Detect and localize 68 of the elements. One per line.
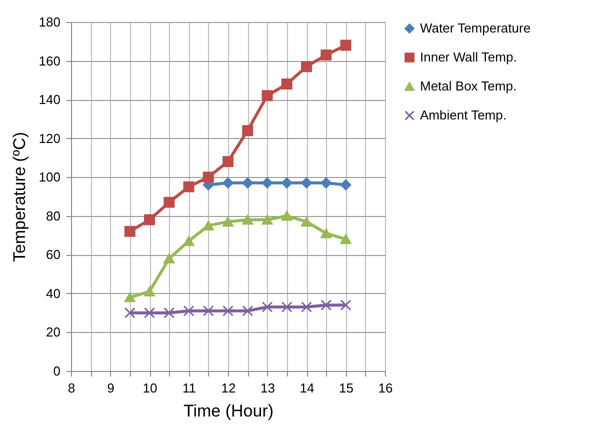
point	[124, 226, 136, 237]
point	[320, 49, 332, 60]
point	[281, 177, 292, 188]
y-tick-label: 180	[38, 14, 60, 30]
point	[144, 214, 155, 226]
point	[320, 177, 332, 188]
y-tick-label: 40	[46, 286, 60, 301]
x-tick-label: 13	[260, 380, 275, 396]
y-tick-label: 160	[38, 53, 60, 68]
point	[242, 305, 254, 316]
point	[124, 292, 136, 302]
point	[222, 177, 234, 188]
x-tick-label: 12	[221, 380, 236, 396]
x-tick-label: 11	[182, 380, 196, 396]
point	[340, 179, 352, 190]
point	[222, 156, 234, 168]
point	[301, 61, 312, 72]
point	[301, 216, 312, 227]
y-tick-label: 80	[46, 208, 60, 224]
point	[340, 40, 352, 51]
point	[202, 305, 214, 316]
point	[183, 181, 194, 192]
x-tick-label: 8	[68, 380, 76, 396]
legend-label: Ambient Temp.	[420, 108, 506, 122]
y-tick-label: 20	[46, 324, 60, 340]
point	[262, 302, 273, 313]
point	[164, 254, 175, 264]
y-axis-title: Temperature (ºC)	[10, 132, 29, 262]
point	[222, 216, 234, 227]
point	[320, 228, 332, 238]
x-tick-label: 10	[142, 380, 158, 396]
y-tick-label: 0	[53, 364, 60, 378]
point	[242, 214, 254, 225]
point	[262, 90, 273, 102]
y-tick-label: 140	[38, 92, 60, 108]
point	[202, 220, 214, 230]
legend-label: Metal Box Temp.	[420, 78, 517, 94]
x-tick-label: 15	[339, 380, 354, 396]
point	[222, 305, 234, 316]
point	[281, 78, 292, 90]
point	[124, 307, 136, 318]
point	[281, 302, 292, 313]
point	[262, 214, 273, 225]
point	[183, 305, 194, 316]
x-tick-label: 14	[300, 380, 314, 396]
point	[301, 177, 312, 188]
point	[144, 307, 155, 318]
point	[320, 300, 332, 311]
y-tick-label: 60	[46, 247, 60, 262]
y-tick-label: 120	[38, 130, 60, 146]
x-axis-title: Time (Hour)	[183, 402, 274, 420]
point	[144, 286, 155, 296]
y-tick-label: 100	[38, 170, 60, 185]
point	[164, 196, 175, 208]
point	[242, 177, 254, 188]
point	[242, 125, 254, 136]
point	[183, 236, 194, 246]
legend-label: Inner Wall Temp.	[420, 50, 517, 64]
point	[262, 177, 273, 188]
point	[164, 307, 175, 318]
point	[301, 302, 312, 313]
legend-label: Water Temperature	[420, 20, 531, 36]
point	[281, 211, 292, 221]
point	[340, 300, 352, 311]
x-tick-label: 9	[107, 380, 114, 396]
point	[202, 172, 214, 183]
x-tick-label: 16	[378, 380, 393, 396]
point	[340, 234, 352, 244]
